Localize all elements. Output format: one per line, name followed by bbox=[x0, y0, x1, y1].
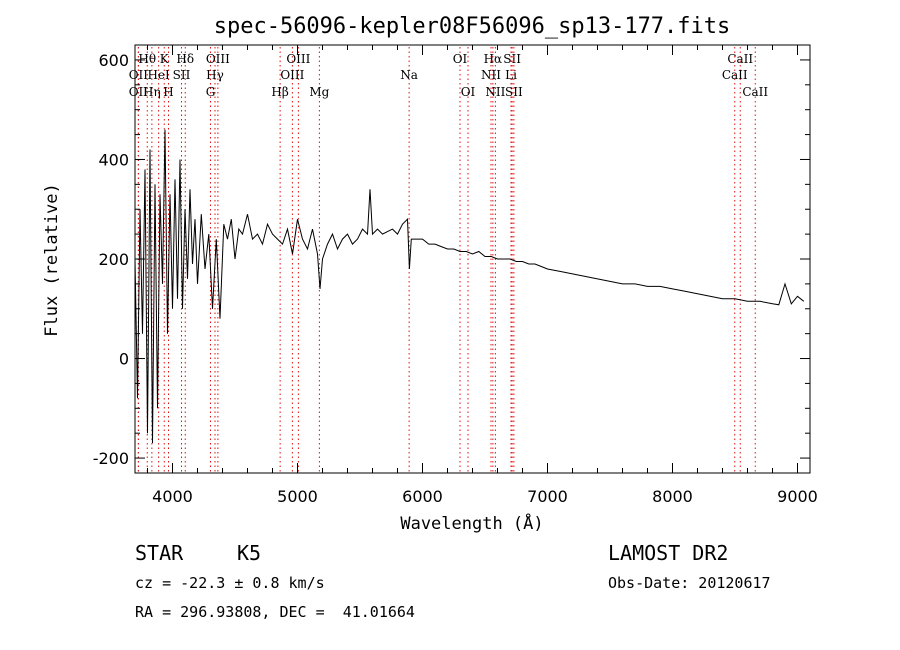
spectral-line-label: H bbox=[163, 85, 173, 99]
x-tick-label: 9000 bbox=[777, 487, 818, 506]
spectral-line-label: OIII bbox=[280, 68, 304, 82]
x-tick-label: 6000 bbox=[402, 487, 443, 506]
spectral-line-label: Hα bbox=[484, 52, 503, 66]
plot-border bbox=[135, 45, 810, 473]
spectral-line-label: OI bbox=[453, 52, 468, 66]
y-tick-label: 400 bbox=[98, 150, 129, 169]
spectral-line-label: SII bbox=[503, 52, 521, 66]
x-tick-label: 4000 bbox=[152, 487, 193, 506]
spectral-line-label: CaII bbox=[722, 68, 748, 82]
spectral-line-label: CaII bbox=[742, 85, 768, 99]
spectral-line-label: Li bbox=[505, 68, 517, 82]
spectral-line-label: OIII bbox=[206, 52, 230, 66]
y-axis-title: Flux (relative) bbox=[42, 183, 62, 337]
coordinates-text: RA = 296.93808, DEC = 41.01664 bbox=[135, 603, 415, 621]
spectral-line-label: Hδ bbox=[176, 52, 194, 66]
spectrum-series-line bbox=[135, 130, 804, 444]
spectral-line-label: G bbox=[206, 85, 216, 99]
object-class: STAR bbox=[135, 541, 183, 565]
spectral-line-label: Na bbox=[400, 68, 418, 82]
spectral-line-label: NII bbox=[485, 85, 505, 99]
obs-date: Obs-Date: 20120617 bbox=[608, 574, 771, 592]
spectral-lines-layer: HθKHδOIIIOIIIOIHαSIICaIIOIIHeISIIHγOIIIN… bbox=[129, 47, 769, 473]
axis-ticks: 4000 5000 6000 7000 8000 9000 -200 0 200 400 600 bbox=[93, 45, 818, 506]
x-tick-label: 8000 bbox=[652, 487, 693, 506]
survey-name: LAMOST DR2 bbox=[608, 541, 728, 565]
chart-title: spec-56096-kepler08F56096_sp13-177.fits bbox=[214, 14, 731, 39]
spectral-line-label: Hθ bbox=[138, 52, 156, 66]
spectral-line-label: Hγ bbox=[206, 68, 224, 82]
y-tick-label: 200 bbox=[98, 250, 129, 269]
redshift-text: cz = -22.3 ± 0.8 km/s bbox=[135, 574, 325, 592]
spectral-line-label: OIII bbox=[286, 52, 310, 66]
spectral-line-label: NII bbox=[481, 68, 501, 82]
x-tick-label: 7000 bbox=[527, 487, 568, 506]
object-subclass: K5 bbox=[237, 541, 261, 565]
spectral-line-label: HeI bbox=[147, 68, 170, 82]
y-tick-label: 0 bbox=[119, 350, 129, 369]
plot-frame bbox=[135, 45, 810, 473]
spectral-line-label: SII bbox=[505, 85, 523, 99]
y-tick-label: -200 bbox=[93, 449, 129, 468]
spectral-line-label: Hβ bbox=[271, 85, 288, 99]
spectrum-layer bbox=[135, 130, 804, 444]
spectral-line-label: Hη bbox=[143, 85, 161, 99]
y-tick-label: 600 bbox=[98, 51, 129, 70]
x-axis-title: Wavelength (Å) bbox=[400, 512, 543, 534]
x-tick-label: 5000 bbox=[277, 487, 318, 506]
spectral-line-label: SII bbox=[173, 68, 191, 82]
spectral-line-label: K bbox=[160, 52, 170, 66]
spectral-line-label: CaII bbox=[727, 52, 753, 66]
spectral-line-label: OI bbox=[461, 85, 476, 99]
spectral-line-label: Mg bbox=[309, 85, 329, 99]
